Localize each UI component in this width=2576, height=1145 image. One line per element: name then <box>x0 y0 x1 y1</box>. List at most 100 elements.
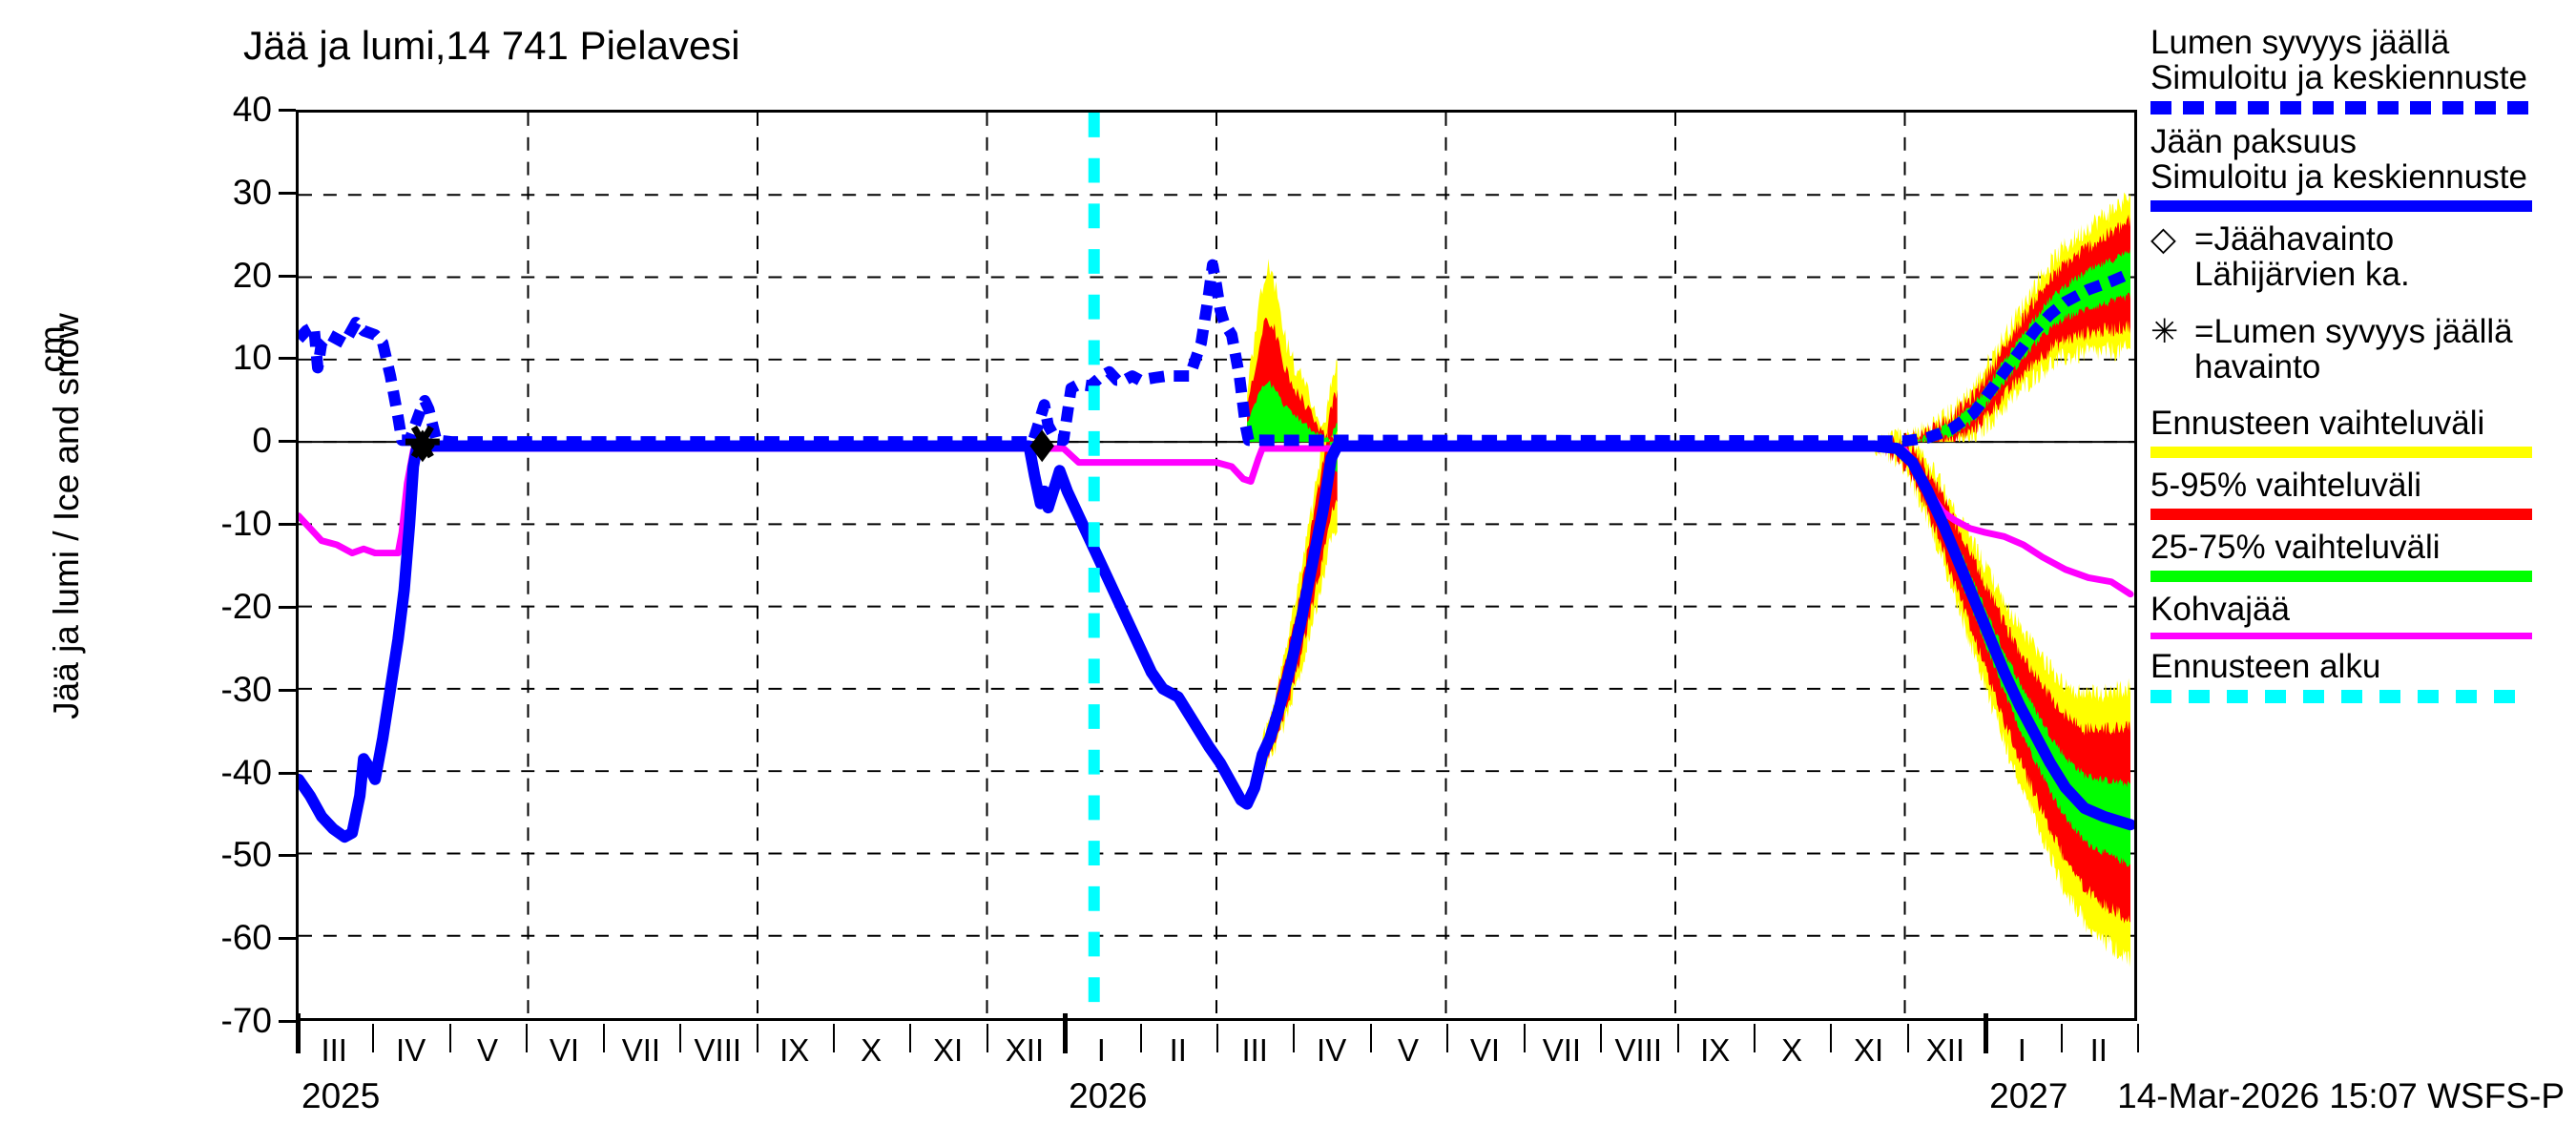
legend-swatch-range-5-95 <box>2150 508 2532 520</box>
x-tick-label: II <box>2089 1032 2108 1068</box>
x-tick-label: IX <box>779 1032 810 1068</box>
y-tick-mark <box>279 274 296 278</box>
legend-item-ice-thickness-sim: Jään paksuus Simuloitu ja keskiennuste <box>2150 124 2570 213</box>
y-tick-label: -60 <box>220 918 272 958</box>
x-tick-mark <box>526 1024 529 1052</box>
x-tick-label: X <box>1781 1032 1803 1068</box>
page-title: Jää ja lumi,14 741 Pielavesi <box>243 23 740 68</box>
legend-swatch-kohvajaa <box>2150 633 2532 640</box>
x-tick-mark <box>2060 1024 2063 1052</box>
legend-item-snow-depth-sim: Lumen syvyys jäällä Simuloitu ja keskienn… <box>2150 24 2570 115</box>
x-tick-mark <box>372 1024 375 1052</box>
legend-swatch-snow-depth-sim <box>2150 101 2532 115</box>
legend-swatch-range-25-75 <box>2150 571 2532 583</box>
x-tick-mark <box>1753 1024 1755 1052</box>
y-tick-label: -10 <box>220 504 272 544</box>
x-tick-mark <box>1676 1024 1679 1052</box>
x-tick-mark <box>1293 1024 1296 1052</box>
y-tick-label: 40 <box>232 90 272 129</box>
x-tick-mark <box>1139 1024 1142 1052</box>
x-tick-mark <box>1369 1024 1372 1052</box>
x-tick-mark <box>1984 1013 1989 1053</box>
legend-swatch-forecast-range <box>2150 446 2532 458</box>
legend-item-ice-observation: ◇ =Jäähavainto Lähijärvien ka. <box>2150 221 2570 309</box>
legend-label: Kohvajää <box>2150 591 2290 629</box>
y-tick-mark <box>279 1020 296 1023</box>
plot-area <box>296 110 2137 1021</box>
y-tick-mark <box>279 357 296 361</box>
y-tick-mark <box>279 523 296 527</box>
x-tick-label: II <box>1169 1032 1187 1068</box>
x-tick-mark <box>1600 1024 1603 1052</box>
y-tick-label: -70 <box>220 1001 272 1040</box>
x-tick-mark <box>1216 1024 1218 1052</box>
legend-label: havainto <box>2194 347 2321 385</box>
x-tick-label: I <box>1096 1032 1106 1068</box>
y-tick-mark <box>279 440 296 444</box>
y-tick-label: -30 <box>220 669 272 709</box>
x-tick-label: XII <box>1925 1032 1965 1068</box>
legend-item-range-5-95: 5-95% vaihteluväli <box>2150 468 2570 520</box>
x-tick-label: X <box>861 1032 883 1068</box>
legend-spacer <box>2150 293 2570 310</box>
legend-label: Simuloitu ja keskiennuste <box>2150 59 2527 97</box>
x-tick-label: VI <box>1469 1032 1501 1068</box>
legend-label: 5-95% vaihteluväli <box>2150 466 2422 504</box>
x-tick-mark <box>986 1024 988 1052</box>
x-tick-label: IX <box>1700 1032 1731 1068</box>
x-tick-label: VII <box>1542 1032 1582 1068</box>
legend-item-kohvajaa: Kohvajää <box>2150 591 2570 640</box>
x-tick-mark <box>909 1024 912 1052</box>
asterisk-icon: ✳ <box>2150 312 2179 350</box>
legend-item-forecast-start: Ennusteen alku <box>2150 648 2570 704</box>
x-tick-mark <box>2137 1024 2139 1052</box>
x-tick-label: IV <box>396 1032 426 1068</box>
x-tick-label: I <box>2017 1032 2026 1068</box>
legend-item-snow-observation: ✳ =Lumen syvyys jäällä havainto <box>2150 312 2570 402</box>
legend-label: =Lumen syvyys jäällä <box>2194 312 2513 350</box>
footer-timestamp: 14-Mar-2026 15:07 WSFS-P <box>2117 1076 2565 1115</box>
legend-label: Simuloitu ja keskiennuste <box>2150 158 2527 197</box>
legend-label: Ennusteen alku <box>2150 648 2381 686</box>
legend: Lumen syvyys jäällä Simuloitu ja keskienn… <box>2150 25 2570 713</box>
y-axis-unit: cm <box>32 325 72 373</box>
x-tick-mark <box>1063 1013 1069 1053</box>
y-tick-label: -40 <box>220 752 272 792</box>
y-tick-mark <box>279 605 296 609</box>
x-tick-mark <box>1523 1024 1526 1052</box>
legend-item-forecast-range: Ennusteen vaihteluväli <box>2150 406 2570 458</box>
diamond-icon: ◇ <box>2150 220 2176 259</box>
x-tick-label: XII <box>1005 1032 1045 1068</box>
legend-label: Ennusteen vaihteluväli <box>2150 404 2485 442</box>
y-tick-mark <box>279 688 296 692</box>
x-tick-label: XI <box>932 1032 964 1068</box>
x-tick-label: VIII <box>694 1032 742 1068</box>
y-tick-mark <box>279 771 296 775</box>
x-tick-label: VIII <box>1614 1032 1663 1068</box>
x-axis-year-label: 2026 <box>1069 1076 1148 1115</box>
x-tick-label: IV <box>1317 1032 1347 1068</box>
x-tick-label: V <box>477 1032 499 1068</box>
x-axis-year-label: 2025 <box>301 1076 381 1115</box>
x-tick-mark <box>296 1013 301 1053</box>
legend-item-range-25-75: 25-75% vaihteluväli <box>2150 528 2570 583</box>
legend-label: =Jäähavainto <box>2194 220 2395 259</box>
x-axis-year-label: 2027 <box>1989 1076 2068 1115</box>
legend-swatch-ice-thickness-sim <box>2150 200 2532 213</box>
x-tick-label: XI <box>1853 1032 1884 1068</box>
x-tick-mark <box>1446 1024 1449 1052</box>
x-tick-label: III <box>1241 1032 1268 1068</box>
x-tick-mark <box>448 1024 451 1052</box>
y-tick-label: 0 <box>252 421 272 461</box>
x-tick-label: III <box>321 1032 347 1068</box>
x-tick-mark <box>1906 1024 1909 1052</box>
legend-label: Lumen syvyys jäällä <box>2150 24 2450 61</box>
x-tick-mark <box>756 1024 758 1052</box>
y-tick-mark <box>279 109 296 112</box>
x-tick-mark <box>602 1024 605 1052</box>
legend-spacer <box>2150 385 2570 402</box>
y-tick-label: -20 <box>220 586 272 626</box>
legend-label: 25-75% vaihteluväli <box>2150 528 2441 566</box>
y-tick-mark <box>279 191 296 195</box>
